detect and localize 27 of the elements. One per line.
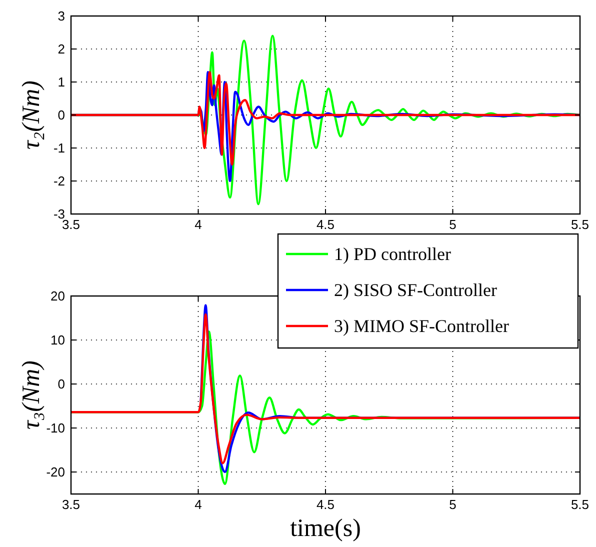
x-tick-label: 4.5 — [316, 497, 335, 512]
y-tick-label: 2 — [58, 42, 65, 56]
y-tick-label: -2 — [53, 174, 65, 188]
x-tick-label: 5 — [449, 497, 456, 512]
y-axis-title: τ₂(Nm) — [18, 80, 45, 150]
x-axis-title: time(s) — [290, 515, 361, 542]
legend-label: 3) MIMO SF-Controller — [334, 316, 510, 336]
y-tick-label: 3 — [58, 8, 65, 24]
y-tick-label: 0 — [58, 376, 65, 392]
x-tick-label: 4.5 — [316, 217, 335, 232]
y-tick-label: -20 — [46, 464, 65, 480]
legend-label: 2) SISO SF-Controller — [334, 280, 498, 300]
x-tick-label: 5.5 — [570, 497, 590, 512]
y-tick-label: 1 — [58, 74, 65, 90]
x-tick-label: 5 — [449, 217, 456, 232]
line-series — [70, 313, 582, 464]
y-tick-label: -10 — [46, 420, 65, 436]
x-tick-label: 3.5 — [62, 497, 80, 512]
y-tick-label: 0 — [58, 108, 65, 122]
y-tick-label: -1 — [53, 140, 65, 156]
y-axis-title: τ₃(Nm) — [18, 360, 45, 430]
x-tick-label: 4 — [194, 497, 202, 512]
legend-label: 1) PD controller — [334, 244, 451, 264]
x-tick-label: 4 — [194, 217, 202, 232]
x-tick-label: 5.5 — [570, 217, 590, 232]
y-tick-label: 20 — [50, 288, 65, 304]
y-tick-label: 10 — [50, 332, 65, 348]
